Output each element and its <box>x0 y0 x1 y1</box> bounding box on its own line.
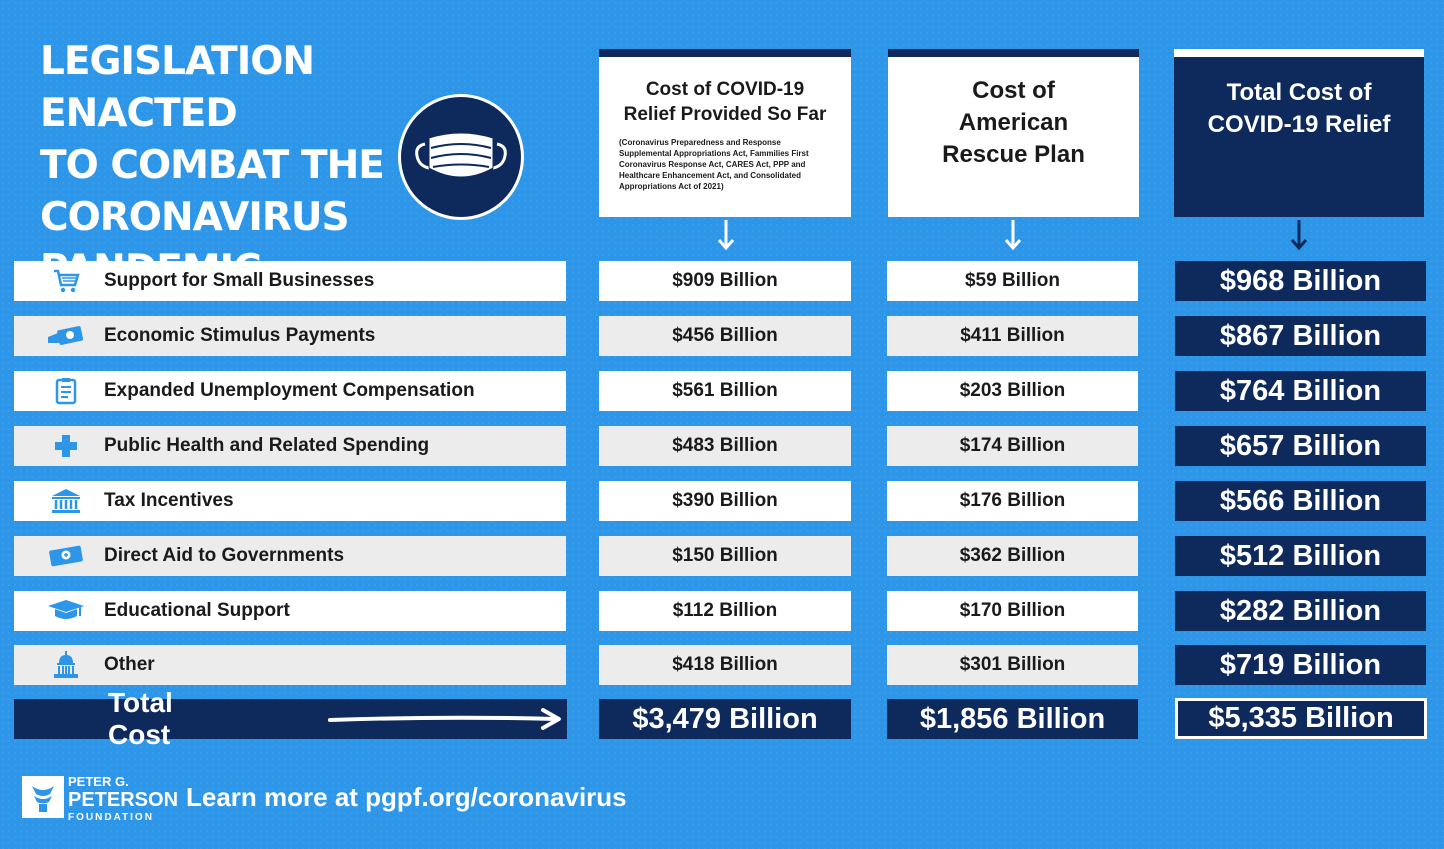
money-hand-icon <box>44 323 88 349</box>
table-cell-total: $867 Billion <box>1175 316 1426 356</box>
title-line: TO COMBAT THE <box>40 143 385 188</box>
table-row-label: Tax Incentives <box>14 481 566 521</box>
grand-total-cell: $5,335 Billion <box>1175 698 1427 739</box>
foundation-name: PETER G. PETERSON FOUNDATION <box>68 774 178 826</box>
column-header-rescue-plan: Cost of American Rescue Plan <box>888 49 1139 217</box>
header-note: (Coronavirus Preparedness and Response S… <box>619 138 809 191</box>
page-title: LEGISLATION ENACTED TO COMBAT THE CORONA… <box>40 36 460 296</box>
row-category: Expanded Unemployment Compensation <box>104 380 475 401</box>
table-cell: $174 Billion <box>887 426 1138 466</box>
clipboard-icon <box>44 377 88 405</box>
table-cell: $561 Billion <box>599 371 851 411</box>
total-row-label: Total Cost <box>14 687 567 750</box>
table-cell: $390 Billion <box>599 481 851 521</box>
table-cell-total: $719 Billion <box>1175 645 1426 685</box>
table-cell: $411 Billion <box>887 316 1138 356</box>
row-category: Support for Small Businesses <box>104 270 375 291</box>
header-line: COVID-19 Relief <box>1207 111 1391 138</box>
logo-line: PETERSON <box>68 789 179 811</box>
table-cell: $150 Billion <box>599 536 851 576</box>
down-arrow-icon <box>717 220 735 251</box>
header-line: Cost of <box>972 77 1055 104</box>
title-line: LEGISLATION ENACTED <box>40 39 315 136</box>
table-cell: $203 Billion <box>887 371 1138 411</box>
table-row-label: Educational Support <box>14 591 566 631</box>
row-category: Tax Incentives <box>104 490 234 511</box>
table-cell: $170 Billion <box>887 591 1138 631</box>
table-cell: $362 Billion <box>887 536 1138 576</box>
header-line: Relief Provided So Far <box>623 104 827 125</box>
right-arrow-icon <box>328 708 562 730</box>
down-arrow-icon <box>1290 220 1308 251</box>
table-cell: $418 Billion <box>599 645 851 685</box>
table-cell: $59 Billion <box>887 261 1138 301</box>
face-mask-icon <box>398 94 524 220</box>
table-cell: $483 Billion <box>599 426 851 466</box>
table-cell-total: $657 Billion <box>1175 426 1426 466</box>
header-line: American <box>958 109 1069 136</box>
header-line: Cost of COVID-19 <box>645 79 805 100</box>
table-cell-total: $282 Billion <box>1175 591 1426 631</box>
graduation-cap-icon <box>44 598 88 624</box>
table-row-label: Public Health and Related Spending <box>14 426 566 466</box>
column-header-relief-so-far: Cost of COVID-19 Relief Provided So Far … <box>599 49 851 217</box>
table-row-label: Economic Stimulus Payments <box>14 316 566 356</box>
header-line: Total Cost of <box>1226 79 1372 106</box>
capitol-icon <box>44 650 88 680</box>
down-arrow-icon <box>1004 220 1022 251</box>
cross-icon <box>44 433 88 459</box>
logo-line: PETER G. <box>68 774 129 789</box>
table-row-label: Other <box>14 645 566 685</box>
logo-line: FOUNDATION <box>68 812 154 823</box>
table-row-label: Support for Small Businesses <box>14 261 566 301</box>
table-cell-total: $764 Billion <box>1175 371 1426 411</box>
table-cell: $301 Billion <box>887 645 1138 685</box>
cash-icon <box>44 542 88 570</box>
column-header-total: Total Cost of COVID-19 Relief <box>1174 49 1424 217</box>
total-cell: $1,856 Billion <box>887 699 1138 739</box>
total-label: Total Cost <box>108 687 173 750</box>
table-cell: $909 Billion <box>599 261 851 301</box>
table-cell-total: $566 Billion <box>1175 481 1426 521</box>
table-cell: $456 Billion <box>599 316 851 356</box>
cart-icon <box>44 268 88 294</box>
table-cell: $112 Billion <box>599 591 851 631</box>
bank-icon <box>44 487 88 515</box>
table-cell: $176 Billion <box>887 481 1138 521</box>
learn-more-link[interactable]: Learn more at pgpf.org/coronavirus <box>186 782 627 812</box>
table-cell-total: $512 Billion <box>1175 536 1426 576</box>
total-cell: $3,479 Billion <box>599 699 851 739</box>
row-category: Other <box>104 654 155 675</box>
table-row-label: Expanded Unemployment Compensation <box>14 371 566 411</box>
foundation-logo <box>22 776 64 818</box>
row-category: Direct Aid to Governments <box>104 545 345 566</box>
row-category: Educational Support <box>104 600 290 621</box>
table-row-label: Direct Aid to Governments <box>14 536 566 576</box>
row-category: Economic Stimulus Payments <box>104 325 376 346</box>
row-category: Public Health and Related Spending <box>104 435 430 456</box>
title-line: CORONAVIRUS <box>40 195 350 240</box>
header-line: Rescue Plan <box>942 141 1085 168</box>
table-cell-total: $968 Billion <box>1175 261 1426 301</box>
